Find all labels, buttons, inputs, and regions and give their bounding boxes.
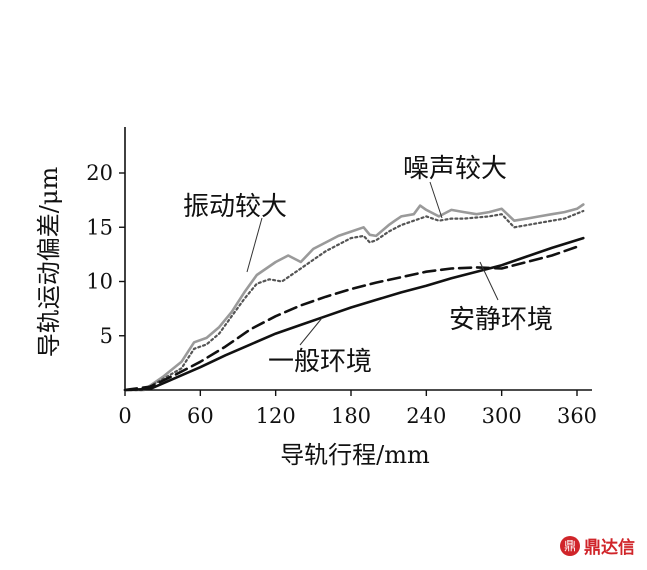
series-line-1 xyxy=(123,209,585,392)
annotation-normal: 一般环境 xyxy=(268,347,372,377)
annotation-leader-noise xyxy=(429,181,443,219)
x-tick-label: 60 xyxy=(187,404,214,428)
annotation-noise: 噪声较大 xyxy=(403,154,507,184)
x-tick-label: 300 xyxy=(482,404,522,428)
y-tick-label: 10 xyxy=(86,270,113,294)
x-axis-title: 导轨行程/mm xyxy=(280,441,430,469)
series-line-2 xyxy=(123,245,579,392)
x-tick-label: 360 xyxy=(557,404,597,428)
x-tick-label: 0 xyxy=(118,404,131,428)
annotation-leader-normal xyxy=(299,317,323,346)
series-line-0 xyxy=(123,203,585,392)
watermark-logo: 鼎 鼎达信 xyxy=(560,533,635,558)
y-tick-label: 15 xyxy=(86,215,113,239)
logo-icon: 鼎 xyxy=(560,535,580,556)
x-tick-label: 240 xyxy=(406,404,446,428)
y-axis-title: 导轨运动偏差/μm xyxy=(35,167,63,358)
x-tick-label: 180 xyxy=(331,404,371,428)
logo-text: 鼎达信 xyxy=(584,538,635,558)
annotation-leader-vibration xyxy=(246,217,263,273)
x-tick-label: 120 xyxy=(256,404,296,428)
y-tick-label: 20 xyxy=(86,161,113,185)
y-tick-label: 5 xyxy=(100,324,113,348)
annotation-quiet: 安静环境 xyxy=(449,305,553,335)
annotation-leader-quiet xyxy=(479,261,499,301)
series-line-3 xyxy=(123,236,585,392)
annotation-vibration: 振动较大 xyxy=(183,192,287,222)
